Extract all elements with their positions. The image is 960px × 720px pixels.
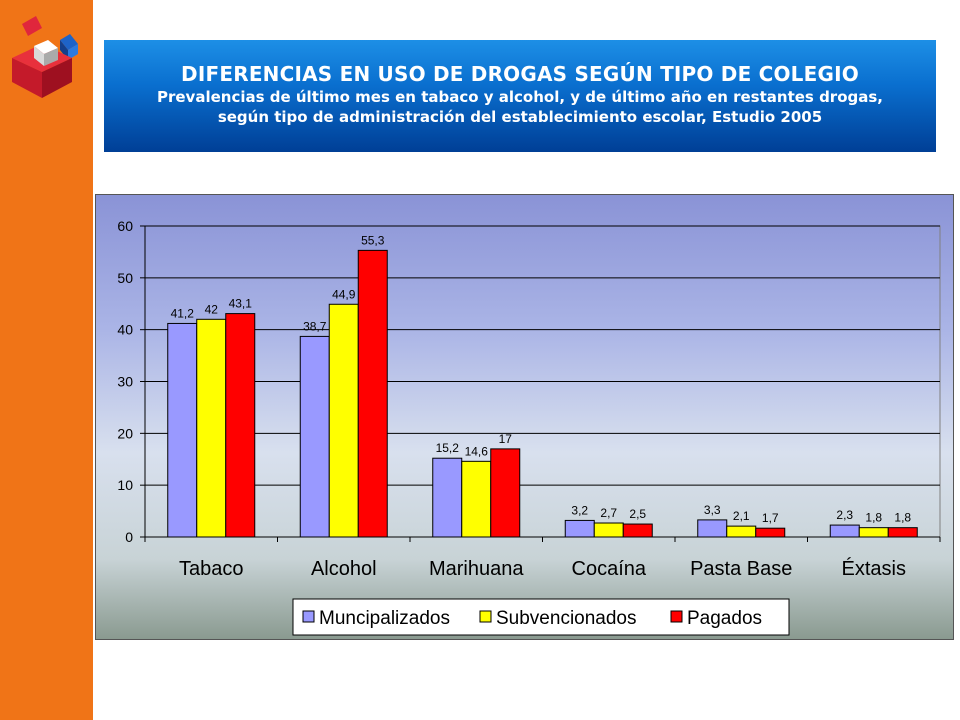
bar <box>829 524 860 538</box>
data-label: 42 <box>205 302 219 316</box>
bar <box>887 527 918 538</box>
legend-label: Pagados <box>687 608 762 629</box>
bar <box>593 522 624 538</box>
x-tick-label: Alcohol <box>311 558 377 580</box>
legend-label: Muncipalizados <box>319 608 450 629</box>
x-tick-label: Cocaína <box>572 558 647 580</box>
page-title: DIFERENCIAS EN USO DE DROGAS SEGÚN TIPO … <box>181 62 859 86</box>
data-label: 38,7 <box>303 319 327 333</box>
data-label: 2,3 <box>836 508 853 522</box>
header-banner: DIFERENCIAS EN USO DE DROGAS SEGÚN TIPO … <box>104 40 936 152</box>
bar <box>225 313 256 538</box>
bar <box>755 527 786 538</box>
data-label: 1,7 <box>762 511 779 525</box>
x-tick-label: Tabaco <box>179 558 244 580</box>
data-label: 14,6 <box>465 444 489 458</box>
y-tick-label: 10 <box>117 477 133 493</box>
legend-label: Subvencionados <box>496 608 637 629</box>
x-tick-label: Marihuana <box>429 558 524 580</box>
data-label: 2,5 <box>629 507 646 521</box>
page-subtitle-line-2: según tipo de administración del estable… <box>217 108 823 126</box>
bar <box>622 523 653 538</box>
bar <box>564 519 595 538</box>
data-label: 3,3 <box>704 503 721 517</box>
bar <box>196 318 227 538</box>
y-tick-label: 20 <box>117 425 133 441</box>
page-subtitle-line-1: Prevalencias de último mes en tabaco y a… <box>156 88 883 106</box>
data-label: 2,1 <box>733 509 750 523</box>
data-label: 3,2 <box>571 503 588 517</box>
bar <box>697 519 728 538</box>
legend-swatch <box>670 610 683 623</box>
bar <box>726 525 757 538</box>
data-label: 1,8 <box>894 511 911 525</box>
bar <box>167 322 198 538</box>
data-label: 44,9 <box>332 287 356 301</box>
data-label: 17 <box>499 432 513 446</box>
bar <box>490 448 521 538</box>
data-label: 43,1 <box>229 297 253 311</box>
legend-swatch <box>302 610 315 623</box>
legend-swatch <box>479 610 492 623</box>
cubes-logo-icon <box>12 16 78 98</box>
bar <box>328 303 359 538</box>
data-label: 55,3 <box>361 233 385 247</box>
bar <box>299 335 330 538</box>
x-tick-label: Éxtasis <box>842 557 906 580</box>
bar <box>432 457 463 538</box>
y-tick-label: 30 <box>117 374 133 390</box>
bar <box>357 249 388 538</box>
legend <box>292 598 790 636</box>
bar <box>461 460 492 538</box>
bar <box>858 527 889 538</box>
y-tick-label: 0 <box>125 529 133 545</box>
data-label: 41,2 <box>171 306 195 320</box>
y-tick-label: 60 <box>117 218 133 234</box>
data-label: 15,2 <box>436 441 460 455</box>
orange-sidebar <box>0 0 93 720</box>
y-tick-label: 40 <box>117 322 133 338</box>
bar-chart: 0 10 20 30 40 50 60 41,2 42 43,1 Tabaco 38,7 44,9 55,… <box>117 218 941 636</box>
data-label: 2,7 <box>600 506 617 520</box>
chart-frame: 0 10 20 30 40 50 60 41,2 42 43,1 Tabaco 38,7 44,9 55,… <box>95 194 954 640</box>
x-tick-label: Pasta Base <box>690 558 792 580</box>
data-label: 1,8 <box>865 511 882 525</box>
y-tick-label: 50 <box>117 270 133 286</box>
